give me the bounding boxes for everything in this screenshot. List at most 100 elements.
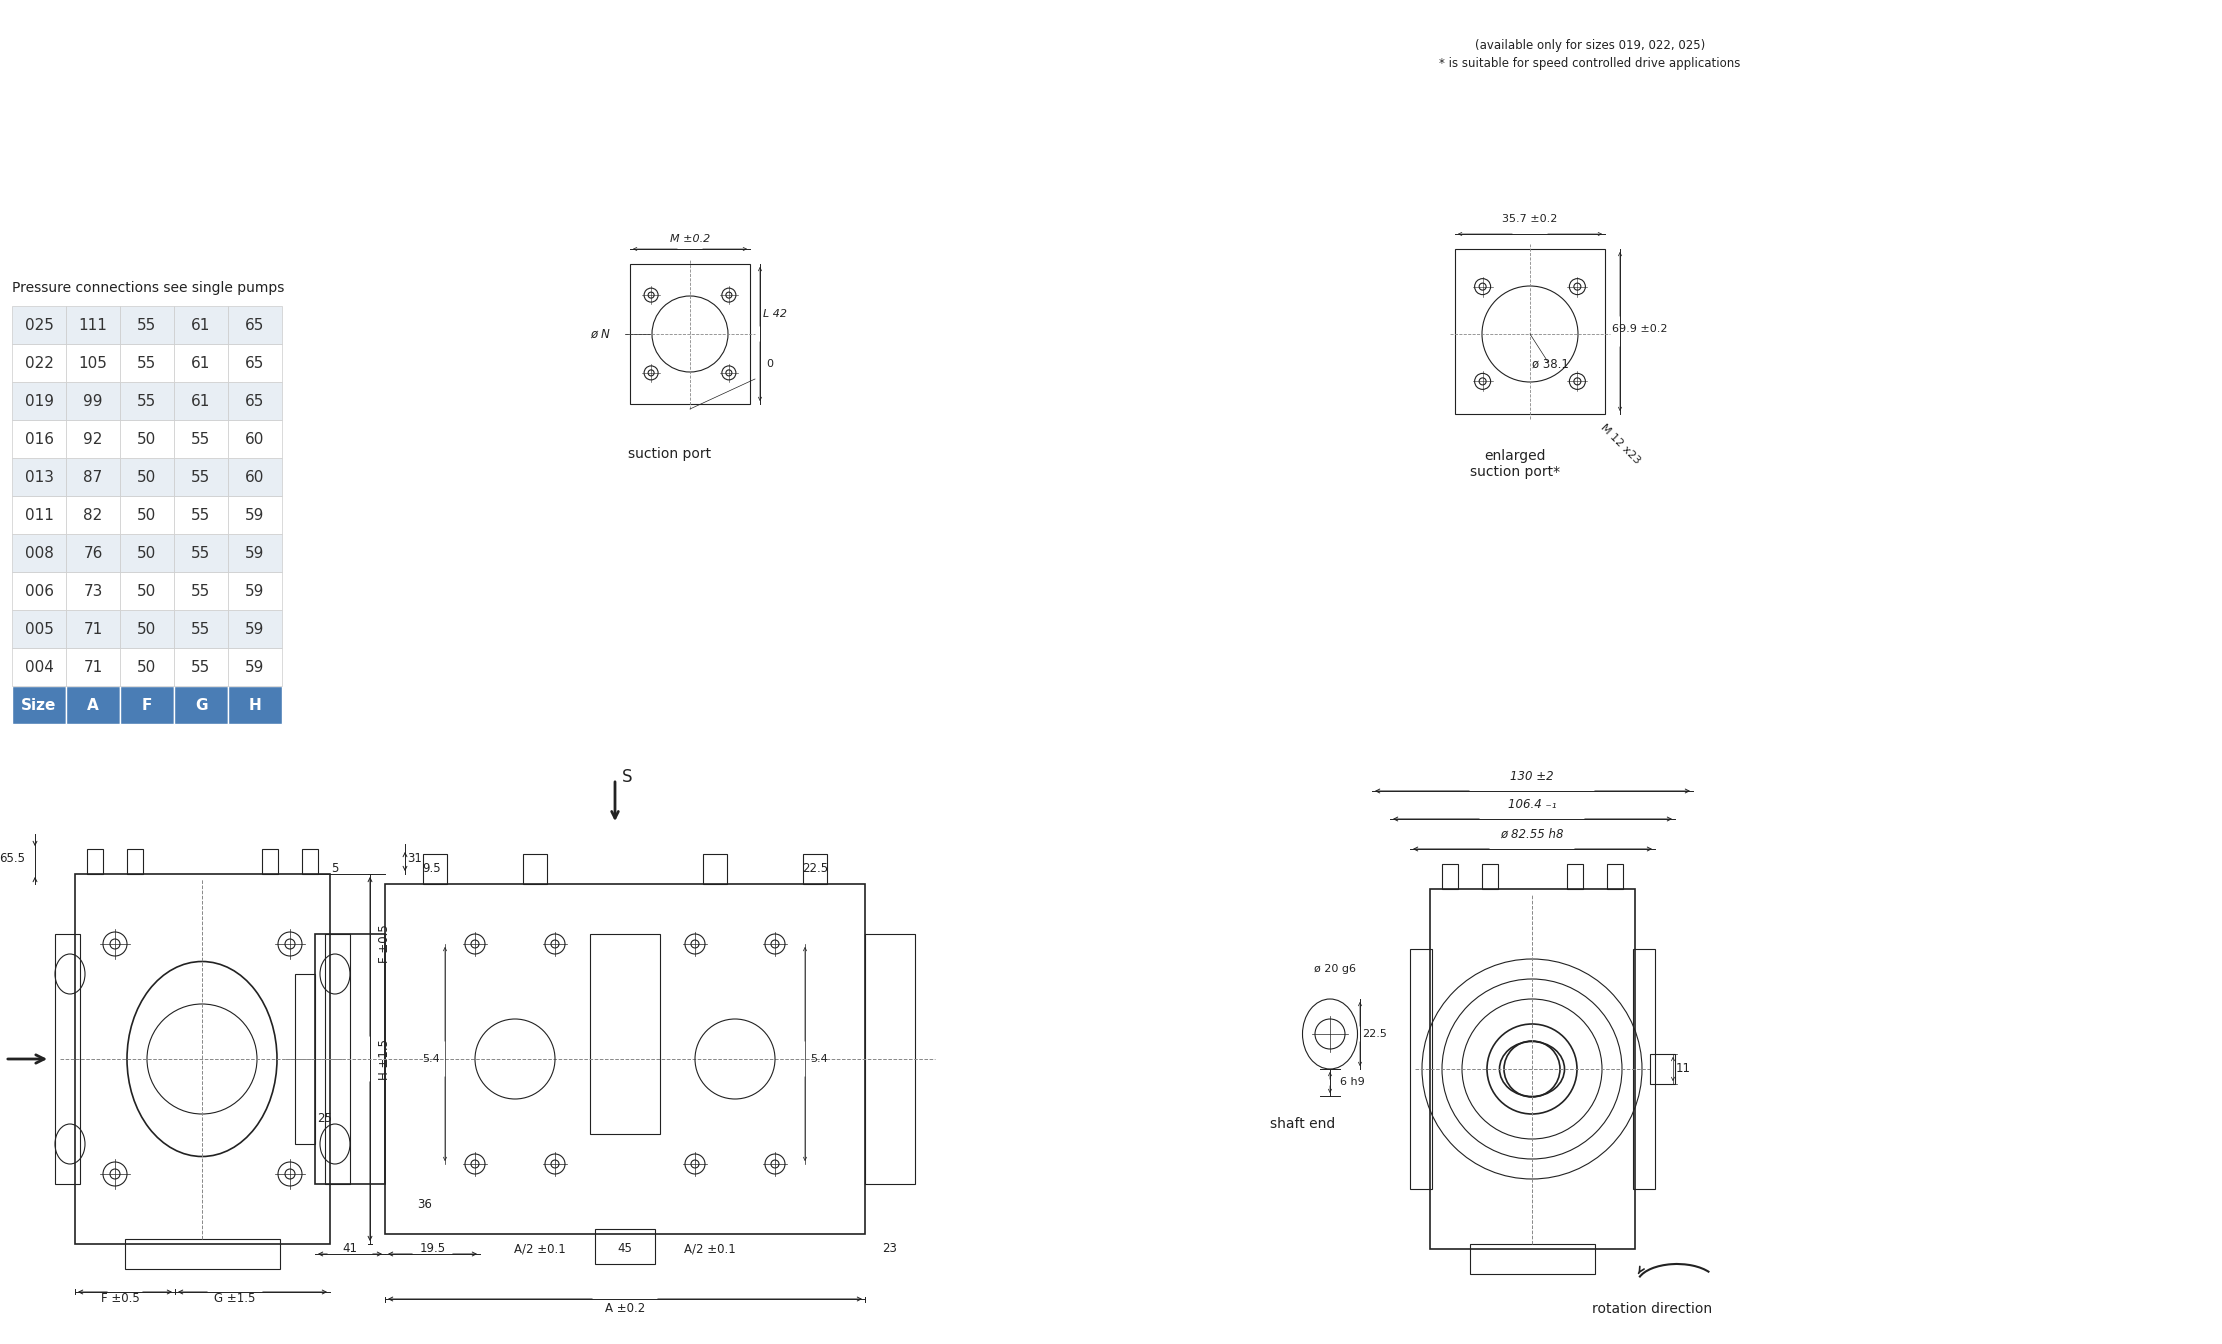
Text: 50: 50 xyxy=(138,508,156,523)
Bar xyxy=(229,685,282,724)
Text: 65: 65 xyxy=(244,317,264,332)
Bar xyxy=(120,648,173,685)
Text: 106.4 ₋₁: 106.4 ₋₁ xyxy=(1509,797,1555,810)
Text: 55: 55 xyxy=(191,469,211,484)
Text: 008: 008 xyxy=(24,546,53,560)
Text: 61: 61 xyxy=(191,394,211,409)
Text: G: G xyxy=(196,698,207,712)
Text: 11: 11 xyxy=(1675,1063,1691,1075)
Bar xyxy=(67,344,120,382)
Bar xyxy=(11,496,67,534)
Bar xyxy=(1442,864,1458,888)
Bar xyxy=(296,974,316,1144)
Text: 5.4: 5.4 xyxy=(811,1054,829,1064)
Bar xyxy=(11,458,67,496)
Text: H: H xyxy=(249,698,262,712)
Text: M ±0.2: M ±0.2 xyxy=(669,234,711,245)
Text: ø 82.55 h8: ø 82.55 h8 xyxy=(1500,828,1564,840)
Text: shaft end: shaft end xyxy=(1271,1117,1335,1132)
Bar xyxy=(173,458,229,496)
Bar xyxy=(173,648,229,685)
Bar xyxy=(302,849,318,874)
Bar xyxy=(1567,864,1582,888)
Text: 76: 76 xyxy=(82,546,102,560)
Text: F ±0.5: F ±0.5 xyxy=(100,1293,140,1305)
Text: 73: 73 xyxy=(82,583,102,598)
Bar xyxy=(120,382,173,419)
Bar xyxy=(120,610,173,648)
Bar xyxy=(11,610,67,648)
Bar xyxy=(173,496,229,534)
Bar xyxy=(120,534,173,573)
Bar xyxy=(262,849,278,874)
Bar xyxy=(1455,249,1604,414)
Text: 59: 59 xyxy=(244,546,264,560)
Bar xyxy=(595,1228,655,1263)
Bar xyxy=(67,458,120,496)
Text: 55: 55 xyxy=(191,583,211,598)
Bar xyxy=(67,419,120,458)
Bar xyxy=(11,685,67,724)
Bar xyxy=(76,874,331,1245)
Bar xyxy=(11,382,67,419)
Bar xyxy=(229,419,282,458)
Bar xyxy=(67,496,120,534)
Text: A ±0.2: A ±0.2 xyxy=(604,1302,644,1316)
Bar xyxy=(127,849,142,874)
Text: A/2 ±0.1: A/2 ±0.1 xyxy=(513,1242,567,1255)
Text: 87: 87 xyxy=(84,469,102,484)
Text: 22.5: 22.5 xyxy=(802,863,829,875)
Text: 41: 41 xyxy=(342,1242,358,1255)
Bar xyxy=(11,419,67,458)
Text: 99: 99 xyxy=(82,394,102,409)
Text: 19.5: 19.5 xyxy=(420,1242,447,1255)
Bar xyxy=(67,573,120,610)
Text: 60: 60 xyxy=(244,469,264,484)
Text: 23: 23 xyxy=(882,1242,898,1255)
Text: 5: 5 xyxy=(331,863,338,875)
Text: 111: 111 xyxy=(78,317,107,332)
Bar xyxy=(631,263,751,405)
Text: 55: 55 xyxy=(138,394,156,409)
Bar xyxy=(67,534,120,573)
Bar xyxy=(67,610,120,648)
Text: 006: 006 xyxy=(24,583,53,598)
Bar xyxy=(11,573,67,610)
Text: 71: 71 xyxy=(84,660,102,675)
Text: 55: 55 xyxy=(138,317,156,332)
Bar xyxy=(422,853,447,884)
Bar xyxy=(67,648,120,685)
Bar xyxy=(1633,949,1655,1189)
Text: 55: 55 xyxy=(191,621,211,637)
Bar xyxy=(120,419,173,458)
Text: ø 20 g6: ø 20 g6 xyxy=(1313,964,1355,974)
Text: H ±1.5: H ±1.5 xyxy=(378,1039,391,1079)
Bar xyxy=(702,853,727,884)
Text: 59: 59 xyxy=(244,508,264,523)
Text: 019: 019 xyxy=(24,394,53,409)
Bar xyxy=(229,610,282,648)
Bar xyxy=(67,306,120,344)
Text: 9.5: 9.5 xyxy=(422,863,442,875)
Text: 025: 025 xyxy=(24,317,53,332)
Text: 50: 50 xyxy=(138,431,156,446)
Bar xyxy=(229,496,282,534)
Text: 71: 71 xyxy=(84,621,102,637)
Text: 50: 50 xyxy=(138,546,156,560)
Bar xyxy=(229,382,282,419)
Text: 016: 016 xyxy=(24,431,53,446)
Bar xyxy=(120,496,173,534)
Text: 59: 59 xyxy=(244,583,264,598)
Bar xyxy=(173,344,229,382)
Text: F ±0.5: F ±0.5 xyxy=(378,925,391,964)
Text: 55: 55 xyxy=(191,546,211,560)
Text: 36: 36 xyxy=(418,1198,433,1211)
Text: 6 h9: 6 h9 xyxy=(1340,1077,1364,1087)
Text: G ±1.5: G ±1.5 xyxy=(213,1293,256,1305)
Text: suction port: suction port xyxy=(629,448,711,461)
Bar xyxy=(87,849,102,874)
Text: M 12 x23: M 12 x23 xyxy=(1598,422,1642,466)
Text: 130 ±2: 130 ±2 xyxy=(1511,770,1553,782)
Bar xyxy=(120,306,173,344)
Bar xyxy=(173,306,229,344)
